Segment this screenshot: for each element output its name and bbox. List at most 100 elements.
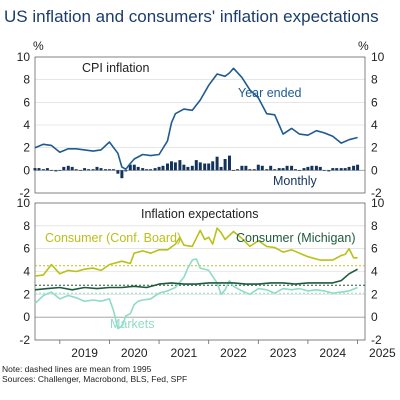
monthly-bar xyxy=(281,168,285,171)
monthly-bar xyxy=(215,156,219,171)
monthly-bar xyxy=(116,170,120,174)
monthly-bar xyxy=(186,166,190,171)
monthly-bar xyxy=(41,169,45,171)
y-tick-label-right: 2 xyxy=(371,141,378,155)
monthly-bar xyxy=(37,168,41,171)
monthly-bar xyxy=(190,165,194,171)
monthly-bar xyxy=(107,169,111,171)
y-tick-label-left: 4 xyxy=(23,118,30,132)
monthly-bar xyxy=(182,164,186,171)
y-tick-label-right: 0 xyxy=(371,163,378,177)
monthly-bar xyxy=(318,166,322,171)
monthly-bar xyxy=(136,166,140,171)
monthly-bar xyxy=(269,165,273,171)
monthly-bar xyxy=(62,166,66,171)
monthly-bar xyxy=(335,168,339,171)
monthly-bar xyxy=(298,170,301,171)
monthly-bar xyxy=(339,168,343,171)
y-tick-label-left: 8 xyxy=(23,219,30,233)
x-tick-label: 2023 xyxy=(270,346,297,360)
x-tick-label: 2021 xyxy=(171,346,198,360)
y-tick-label-left: 6 xyxy=(23,95,30,109)
monthly-bar xyxy=(157,166,161,171)
y-tick-label-right: 4 xyxy=(371,265,378,279)
y-tick-label-left: 8 xyxy=(23,73,30,87)
monthly-bar xyxy=(83,168,87,171)
monthly-bar xyxy=(236,169,239,171)
x-tick-label: 2024 xyxy=(319,346,346,360)
conf-board-line xyxy=(34,227,358,277)
monthly-bar xyxy=(343,168,347,171)
series-label-conf-board: Consumer (Conf. Board) xyxy=(45,231,181,245)
y-tick-label-left: 0 xyxy=(23,163,30,177)
note-line: Note: dashed lines are mean from 1995 xyxy=(2,364,152,374)
x-tick-label: 2022 xyxy=(220,346,247,360)
series-label-michigan: Consumer (Michigan) xyxy=(236,231,355,245)
monthly-bar xyxy=(240,165,244,171)
monthly-bar xyxy=(99,168,103,171)
y-tick-label-left: -2 xyxy=(19,186,30,200)
monthly-bar xyxy=(352,165,356,171)
year-ended-line xyxy=(34,67,358,170)
monthly-bar xyxy=(347,166,351,171)
monthly-bar xyxy=(173,162,177,171)
monthly-bar xyxy=(124,170,128,172)
y-tick-label-right: 10 xyxy=(371,196,385,210)
monthly-bar xyxy=(153,168,157,171)
unit-label-left: % xyxy=(33,39,44,53)
monthly-bar xyxy=(207,163,211,171)
monthly-bar xyxy=(141,168,145,171)
monthly-bar xyxy=(49,170,53,171)
sources-line: Sources: Challenger, Macrobond, BLS, Fed… xyxy=(2,374,187,384)
monthly-bar xyxy=(95,166,99,171)
y-tick-label-right: 8 xyxy=(371,73,378,87)
monthly-bar xyxy=(66,165,70,171)
x-tick-label: 2020 xyxy=(121,346,148,360)
monthly-bar xyxy=(194,160,198,171)
monthly-bar xyxy=(232,170,235,171)
y-tick-label-right: 2 xyxy=(371,287,378,301)
michigan-line xyxy=(34,268,358,291)
y-tick-label-right: 10 xyxy=(371,50,385,64)
monthly-bar xyxy=(161,165,165,171)
monthly-bar xyxy=(306,166,310,171)
monthly-bar xyxy=(285,165,289,171)
y-tick-label-right: 6 xyxy=(371,242,378,256)
x-tick-label: 2025 xyxy=(369,346,396,360)
monthly-bar xyxy=(145,169,149,171)
panel-inflation-expectations: -2 -2 0 0 2 2 4 4 6 6 8 8 10 10 Inflation expectations… xyxy=(17,196,385,347)
monthly-bar xyxy=(228,155,231,171)
x-axis: 2019 2020 2021 2022 2023 2024 2025 xyxy=(59,340,396,360)
y-tick-label-left: 6 xyxy=(23,242,30,256)
panel-frame xyxy=(34,202,366,341)
monthly-bar xyxy=(104,169,107,171)
monthly-bar xyxy=(198,162,202,171)
monthly-bar xyxy=(294,169,297,171)
monthly-bar xyxy=(54,170,58,172)
monthly-bar xyxy=(260,165,264,171)
monthly-bar xyxy=(111,169,115,171)
monthly-bar xyxy=(356,164,360,171)
monthly-bar xyxy=(248,169,252,171)
y-tick-label-right: 6 xyxy=(371,95,378,109)
monthly-bar xyxy=(322,170,326,171)
monthly-bar xyxy=(128,164,132,171)
x-tick-label: 2019 xyxy=(71,346,98,360)
monthly-bar xyxy=(178,160,182,171)
monthly-bar xyxy=(290,165,294,171)
y-tick-label-left: 2 xyxy=(23,141,30,155)
y-tick-label-right: -2 xyxy=(371,333,382,347)
y-tick-label-left: 10 xyxy=(17,196,31,210)
panel-title: CPI inflation xyxy=(82,61,149,75)
series-label-monthly: Monthly xyxy=(273,174,318,188)
monthly-bar xyxy=(170,161,173,171)
y-tick-label-right: 8 xyxy=(371,219,378,233)
monthly-bar xyxy=(33,168,37,171)
monthly-bar xyxy=(149,169,153,171)
y-tick-label-right: -2 xyxy=(371,186,382,200)
markets-line xyxy=(34,258,358,330)
series-label-year-ended: Year ended xyxy=(238,86,302,100)
monthly-bar xyxy=(244,165,248,171)
monthly-bar xyxy=(265,169,269,171)
